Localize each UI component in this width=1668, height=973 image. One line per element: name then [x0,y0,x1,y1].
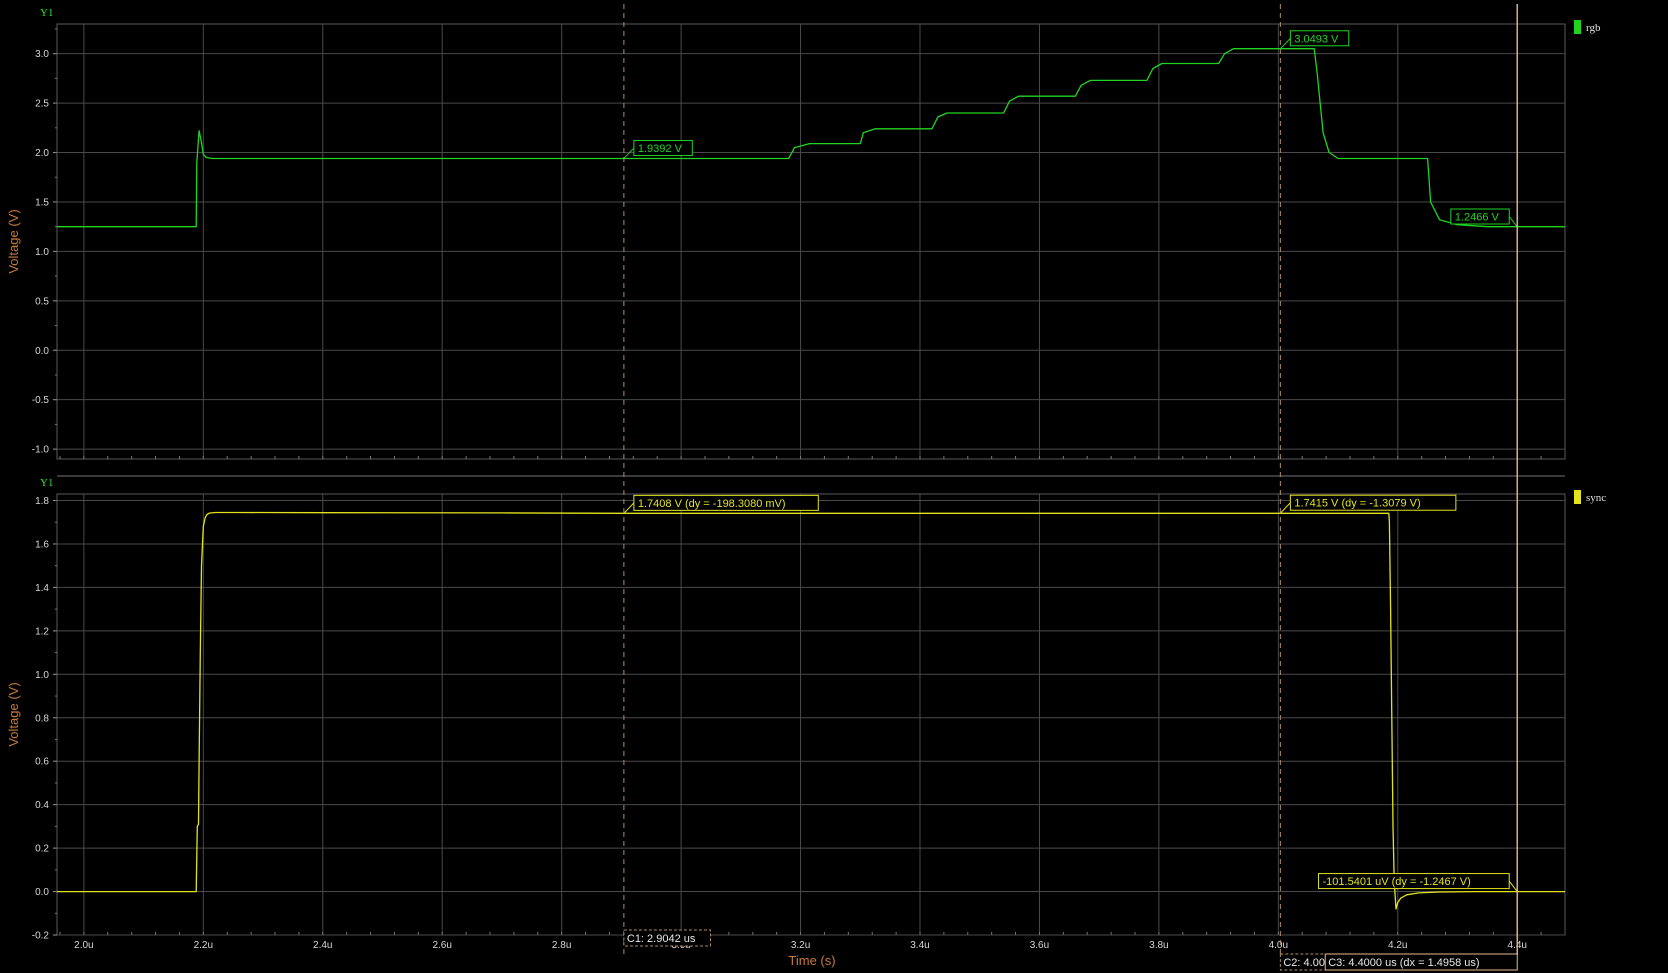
y-tick-label: 0.8 [35,713,49,724]
y-axis-label: Voltage (V) [6,682,21,746]
y-tick-label: -0.2 [32,931,50,942]
legend-swatch-rgb [1574,20,1581,34]
y-tick-label: 0.2 [35,844,49,855]
x-tick-label: 3.6u [1030,940,1049,951]
cursor-readout-C3: C3: 4.4000 us (dx = 1.4958 us) [1328,957,1479,969]
x-tick-label: 2.6u [432,940,451,951]
y-tick-label: 0.0 [35,346,49,357]
series-line-sync [57,511,1565,910]
y-tick-label: 0.0 [35,887,49,898]
marker-leader [623,147,635,159]
legend-label-rgb: rgb [1586,22,1601,34]
marker-label: 1.7408 V (dy = -198.3080 mV) [638,498,786,510]
y-tick-label: 2.0 [35,148,49,159]
value-marker: 1.7415 V (dy = -1.3079 V) [1279,494,1457,514]
marker-box [1318,873,1510,890]
legend-label-sync: sync [1586,492,1606,504]
value-marker: 1.2466 V [1450,208,1518,228]
marker-box [1450,208,1510,225]
marker-label: -101.5401 uV (dy = -1.2467 V) [1323,876,1471,888]
value-marker: 1.7408 V (dy = -198.3080 mV) [623,494,819,514]
panel-tag: Y1 [40,477,53,489]
cursor-readout-box [1324,953,1518,971]
y-tick-label: 0.4 [35,800,49,811]
value-marker: 3.0493 V [1279,30,1350,50]
series-line-rgb [57,48,1565,228]
y-tick-label: 1.5 [35,197,49,208]
cursor-readout-C2: C2: 4.0034 [1283,957,1337,969]
legend-swatch-sync [1574,490,1581,504]
marker-box [1289,30,1350,47]
y-tick-label: 3.0 [35,49,49,60]
marker-label: 1.2466 V [1455,212,1500,224]
x-tick-label: 4.0u [1269,940,1288,951]
y-tick-label: -1.0 [32,445,50,456]
marker-leader [1508,880,1518,892]
cursor-readout-box [623,929,711,947]
marker-leader [1508,216,1518,228]
value-marker: -101.5401 uV (dy = -1.2467 V) [1318,873,1518,892]
x-tick-label: 3.4u [910,940,929,951]
x-tick-label: 2.2u [194,940,213,951]
marker-leader [623,502,635,514]
x-axis-label: Time (s) [788,953,835,968]
marker-label: 3.0493 V [1294,33,1339,45]
y-axis-label: Voltage (V) [6,209,21,273]
y-tick-label: -0.5 [32,395,50,406]
x-tick-label: 2.8u [552,940,571,951]
marker-leader [1279,37,1291,50]
y-tick-label: 1.4 [35,583,49,594]
marker-label: 1.9392 V [638,143,683,155]
value-marker: 1.9392 V [623,140,693,159]
cursor-readout-C1: C1: 2.9042 us [627,933,696,945]
panel-sync: -0.2 0.0 0.2 0.4 0.6 0.8 1.0 1.2 1.4 1.6 1.8 Y1 Volt… [6,477,1566,951]
y-tick-label: 1.8 [35,496,49,507]
marker-box [633,140,693,157]
y-tick-label: 1.2 [35,626,49,637]
x-tick-label: 3.8u [1149,940,1168,951]
marker-leader [1279,502,1291,514]
plot-frame [56,23,1566,460]
marker-box [633,494,819,511]
y-tick-label: 1.0 [35,247,49,258]
y-tick-label: 1.6 [35,539,49,550]
y-tick-label: 0.6 [35,757,49,768]
x-tick-label: 2.4u [313,940,332,951]
y-tick-label: 2.5 [35,99,49,110]
marker-box [1289,494,1457,511]
y-tick-label: 1.0 [35,670,49,681]
x-tick-label: 4.2u [1388,940,1407,951]
x-tick-label: 2.0u [74,940,93,951]
x-tick-label: 3.2u [791,940,810,951]
y-tick-label: 0.5 [35,296,49,307]
marker-label: 1.7415 V (dy = -1.3079 V) [1294,498,1420,510]
panel-tag: Y1 [40,7,53,19]
